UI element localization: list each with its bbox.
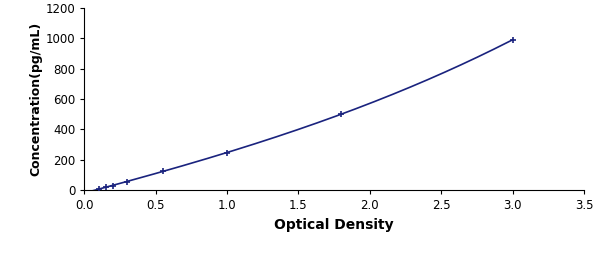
X-axis label: Optical Density: Optical Density bbox=[275, 218, 394, 232]
Y-axis label: Concentration(pg/mL): Concentration(pg/mL) bbox=[29, 22, 43, 176]
